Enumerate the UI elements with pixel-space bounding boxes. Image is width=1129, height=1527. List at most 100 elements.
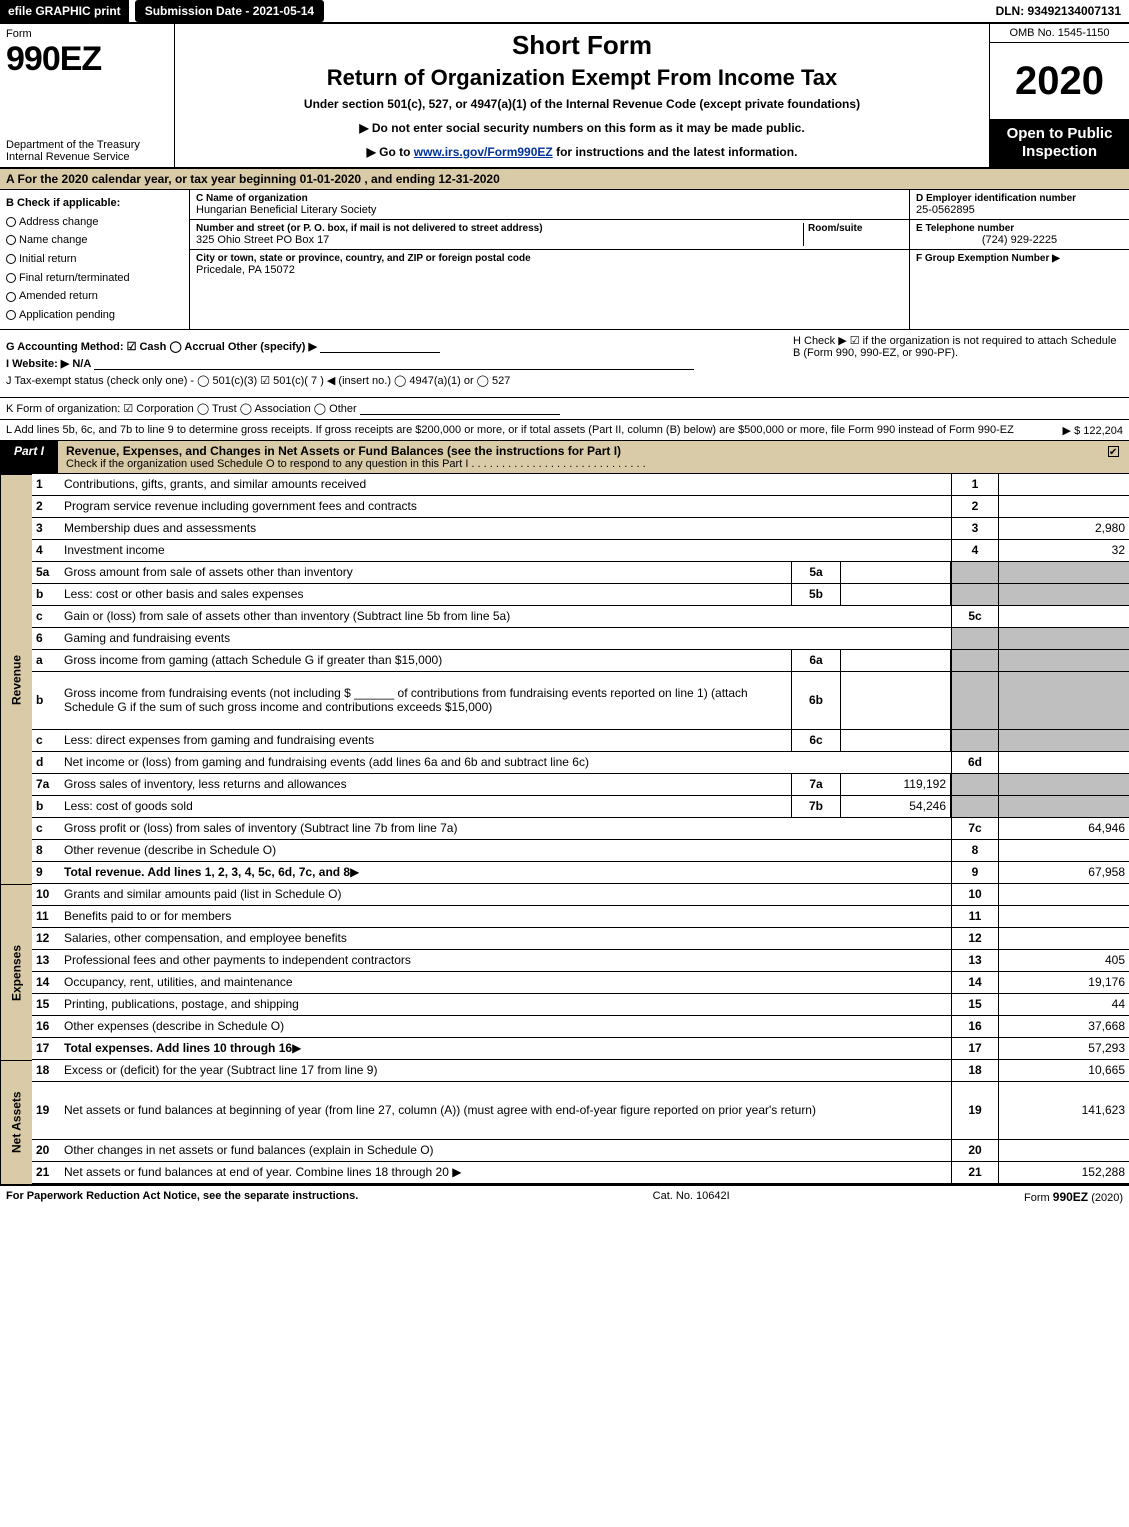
- line-num-b: b: [32, 796, 60, 818]
- top-bar: efile GRAPHIC print Submission Date - 20…: [0, 0, 1129, 24]
- irs-link[interactable]: www.irs.gov/Form990EZ: [414, 145, 553, 159]
- right-num-c: [951, 730, 999, 752]
- right-val-2: [999, 496, 1129, 518]
- footer-right: Form 990EZ (2020): [1024, 1190, 1123, 1204]
- right-num-16: 16: [951, 1016, 999, 1038]
- right-val-19: 141,623: [999, 1082, 1129, 1140]
- right-val-b: [999, 796, 1129, 818]
- line-desc-15: Printing, publications, postage, and shi…: [60, 994, 951, 1016]
- org-address: 325 Ohio Street PO Box 17: [196, 234, 803, 246]
- right-num-3: 3: [951, 518, 999, 540]
- header-mid: Short Form Return of Organization Exempt…: [175, 24, 989, 167]
- room-label: Room/suite: [808, 223, 903, 234]
- part1-header: Part I Revenue, Expenses, and Changes in…: [0, 441, 1129, 474]
- right-num-20: 20: [951, 1140, 999, 1162]
- goto-line: ▶ Go to www.irs.gov/Form990EZ for instru…: [183, 145, 981, 159]
- ssn-warning: ▶ Do not enter social security numbers o…: [183, 121, 981, 135]
- line-desc-10: Grants and similar amounts paid (list in…: [60, 884, 951, 906]
- right-num-1: 1: [951, 474, 999, 496]
- right-val-5a: [999, 562, 1129, 584]
- right-val-4: 32: [999, 540, 1129, 562]
- right-num-b: [951, 672, 999, 730]
- right-val-14: 19,176: [999, 972, 1129, 994]
- line-desc-c: Gross profit or (loss) from sales of inv…: [60, 818, 951, 840]
- line-num-19: 19: [32, 1082, 60, 1140]
- org-city: Pricedale, PA 15072: [196, 264, 903, 276]
- return-exempt-title: Return of Organization Exempt From Incom…: [183, 65, 981, 91]
- right-val-b: [999, 672, 1129, 730]
- section-j: J Tax-exempt status (check only one) - ◯…: [6, 374, 1123, 387]
- right-num-10: 10: [951, 884, 999, 906]
- section-k: K Form of organization: ☑ Corporation ◯ …: [0, 398, 1129, 420]
- line-num-15: 15: [32, 994, 60, 1016]
- dept-treasury: Department of the Treasury Internal Reve…: [6, 139, 168, 163]
- chk-address-change[interactable]: Address change: [6, 213, 183, 232]
- right-num-b: [951, 796, 999, 818]
- sub-val-6b: [841, 672, 951, 730]
- right-num-a: [951, 650, 999, 672]
- right-num-18: 18: [951, 1060, 999, 1082]
- line-num-1: 1: [32, 474, 60, 496]
- sub-val-6a: [841, 650, 951, 672]
- chk-application-pending[interactable]: Application pending: [6, 306, 183, 325]
- sub-num-6a: 6a: [791, 650, 841, 672]
- part1-check[interactable]: [1098, 441, 1129, 473]
- line-num-16: 16: [32, 1016, 60, 1038]
- sub-num-7a: 7a: [791, 774, 841, 796]
- line-num-8: 8: [32, 840, 60, 862]
- line-desc-2: Program service revenue including govern…: [60, 496, 951, 518]
- line-desc-c: Gain or (loss) from sale of assets other…: [60, 606, 951, 628]
- right-val-20: [999, 1140, 1129, 1162]
- right-val-18: 10,665: [999, 1060, 1129, 1082]
- chk-final-return[interactable]: Final return/terminated: [6, 269, 183, 288]
- side-label-netassets: Net Assets: [0, 1060, 32, 1184]
- open-to-public: Open to Public Inspection: [990, 119, 1129, 167]
- side-label-revenue: Revenue: [0, 474, 32, 884]
- entity-info: B Check if applicable: Address change Na…: [0, 190, 1129, 330]
- part1-tab: Part I: [0, 441, 58, 473]
- chk-amended-return[interactable]: Amended return: [6, 287, 183, 306]
- right-val-9: 67,958: [999, 862, 1129, 884]
- line-num-17: 17: [32, 1038, 60, 1060]
- right-num-6d: 6d: [951, 752, 999, 774]
- phone-label: E Telephone number: [916, 223, 1123, 234]
- chk-initial-return[interactable]: Initial return: [6, 250, 183, 269]
- right-num-7a: [951, 774, 999, 796]
- submission-date-pill: Submission Date - 2021-05-14: [135, 0, 324, 22]
- line-desc-18: Excess or (deficit) for the year (Subtra…: [60, 1060, 951, 1082]
- line-num-d: d: [32, 752, 60, 774]
- line-desc-a: Gross income from gaming (attach Schedul…: [60, 650, 791, 672]
- city-label: City or town, state or province, country…: [196, 253, 903, 264]
- right-val-a: [999, 650, 1129, 672]
- page-footer: For Paperwork Reduction Act Notice, see …: [0, 1184, 1129, 1208]
- section-l: L Add lines 5b, 6c, and 7b to line 9 to …: [0, 420, 1129, 441]
- efile-print-label[interactable]: efile GRAPHIC print: [0, 0, 129, 22]
- sub-val-7b: 54,246: [841, 796, 951, 818]
- right-num-5a: [951, 562, 999, 584]
- line-num-c: c: [32, 818, 60, 840]
- right-num-19: 19: [951, 1082, 999, 1140]
- right-val-c: [999, 730, 1129, 752]
- line-desc-1: Contributions, gifts, grants, and simila…: [60, 474, 951, 496]
- right-num-7c: 7c: [951, 818, 999, 840]
- right-num-4: 4: [951, 540, 999, 562]
- sub-num-6c: 6c: [791, 730, 841, 752]
- right-num-11: 11: [951, 906, 999, 928]
- org-name: Hungarian Beneficial Literary Society: [196, 204, 903, 216]
- right-val-7a: [999, 774, 1129, 796]
- right-val-12: [999, 928, 1129, 950]
- sub-val-6c: [841, 730, 951, 752]
- line-desc-b: Less: cost or other basis and sales expe…: [60, 584, 791, 606]
- section-def: D Employer identification number 25-0562…: [909, 190, 1129, 329]
- sub-num-5a: 5a: [791, 562, 841, 584]
- line-desc-b: Less: cost of goods sold: [60, 796, 791, 818]
- right-num-b: [951, 584, 999, 606]
- chk-name-change[interactable]: Name change: [6, 231, 183, 250]
- tax-year-bar: A For the 2020 calendar year, or tax yea…: [0, 169, 1129, 190]
- line-desc-16: Other expenses (describe in Schedule O): [60, 1016, 951, 1038]
- line-desc-b: Gross income from fundraising events (no…: [60, 672, 791, 730]
- section-l-amount: ▶ $ 122,204: [1063, 424, 1123, 437]
- line-num-5a: 5a: [32, 562, 60, 584]
- sub-val-7a: 119,192: [841, 774, 951, 796]
- right-num-13: 13: [951, 950, 999, 972]
